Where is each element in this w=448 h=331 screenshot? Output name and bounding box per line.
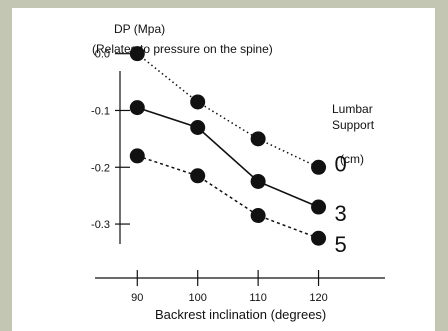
- legend-unit: (cm): [340, 152, 364, 166]
- data-point: [129, 100, 145, 116]
- data-point: [129, 148, 145, 164]
- data-point: [311, 159, 327, 175]
- data-point: [311, 199, 327, 215]
- dp-line-chart: DP (Mpa) (Relates to pressure on the spi…: [91, 22, 385, 322]
- data-point: [190, 120, 206, 136]
- series-label: 3: [335, 201, 347, 226]
- data-point: [250, 208, 266, 224]
- data-point: [190, 94, 206, 110]
- series-3: 3: [129, 100, 347, 226]
- series-layer: 0 3 5: [129, 46, 347, 257]
- x-tick-label: 120: [309, 292, 327, 304]
- series-label: 0: [335, 151, 347, 176]
- x-tick-label: 100: [189, 292, 207, 304]
- x-tick-label: 90: [131, 292, 143, 304]
- y-tick-label: -0.2: [91, 162, 110, 174]
- series-label: 5: [335, 232, 347, 257]
- series-line: [137, 106, 319, 208]
- data-point: [250, 173, 266, 189]
- legend-title-line1: Lumbar: [332, 102, 373, 116]
- data-point: [129, 46, 145, 62]
- x-tick-label: 110: [249, 292, 267, 304]
- y-axis-label: DP (Mpa): [114, 22, 165, 36]
- series-line: [137, 155, 319, 239]
- axes: 0.0 -0.1 -0.2 -0.3 90 100 110 120: [91, 49, 385, 304]
- data-point: [311, 230, 327, 246]
- x-axis-label: Backrest inclination (degrees): [155, 307, 326, 322]
- y-tick-label: -0.3: [91, 219, 110, 231]
- series-5: 5: [129, 148, 347, 257]
- legend-title-line2: Support: [332, 118, 375, 132]
- series-line: [136, 53, 319, 168]
- series-0: 0: [129, 46, 347, 176]
- y-tick-label: 0.0: [95, 49, 110, 61]
- y-tick-label: -0.1: [91, 105, 110, 117]
- chart-panel: DP (Mpa) (Relates to pressure on the spi…: [12, 8, 435, 331]
- data-point: [250, 131, 266, 147]
- data-point: [190, 168, 206, 184]
